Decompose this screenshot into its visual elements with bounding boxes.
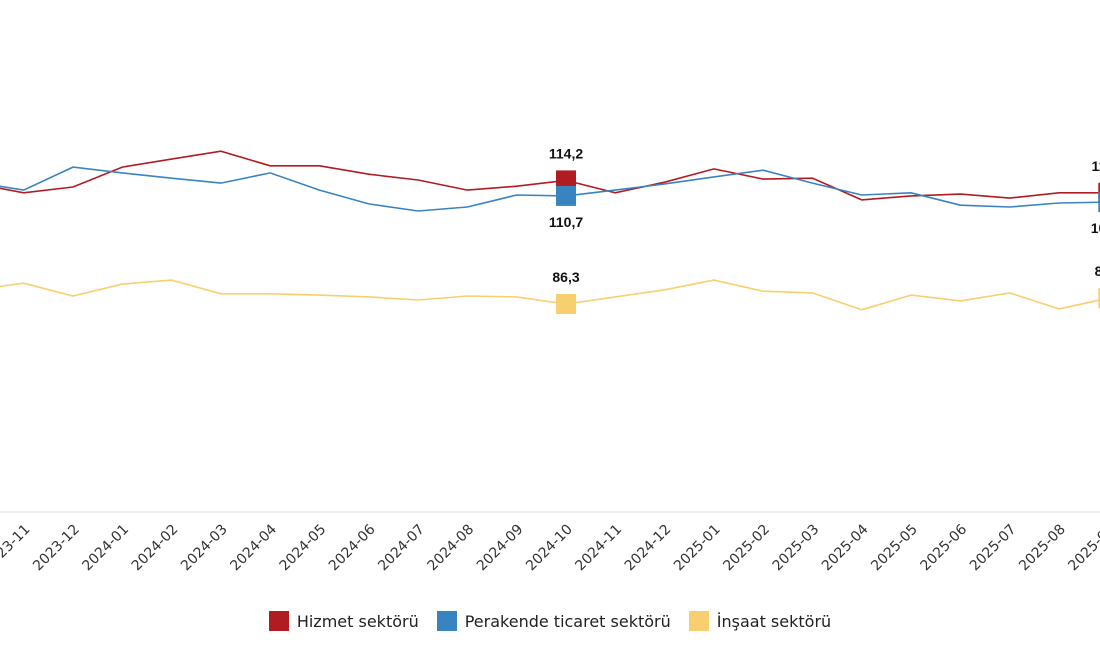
x-tick-label: 2023-12 <box>30 522 83 575</box>
series-line-1 <box>0 166 1100 212</box>
x-tick-label: 2024-12 <box>622 522 675 575</box>
x-tick-label: 2023-11 <box>0 522 34 575</box>
legend-swatch-hizmet <box>268 611 289 631</box>
x-tick-label: 2024-03 <box>178 522 231 575</box>
data-label: 87,6 <box>1095 263 1100 279</box>
x-tick-label: 2024-04 <box>227 521 280 574</box>
x-tick-label: 2025-09 <box>1065 522 1100 575</box>
x-tick-label: 2025-08 <box>1016 522 1069 575</box>
line-chart: 2023-102023-112023-122024-012024-022024-… <box>0 145 1100 575</box>
x-tick-label: 2024-01 <box>79 522 132 575</box>
series-line-2 <box>0 279 1100 311</box>
x-tick-label: 2024-10 <box>523 522 576 575</box>
highlight-marker <box>556 170 576 191</box>
highlight-marker <box>556 294 576 314</box>
x-tick-label: 2025-02 <box>720 522 773 575</box>
legend-swatch-insaat <box>688 611 709 631</box>
x-tick-label: 2024-11 <box>572 522 625 575</box>
legend-label: Hizmet sektörü <box>296 611 419 631</box>
x-tick-label: 2025-03 <box>770 522 823 575</box>
legend-label: Perakende ticaret sektörü <box>464 611 671 631</box>
x-tick-label: 2024-07 <box>375 522 428 575</box>
x-tick-label: 2024-05 <box>277 522 330 575</box>
x-tick-label: 2025-06 <box>918 521 971 574</box>
x-tick-label: 2025-07 <box>967 522 1020 575</box>
data-label: 86,3 <box>552 269 579 285</box>
x-tick-label: 2025-04 <box>819 521 872 574</box>
highlight-marker <box>1098 288 1100 309</box>
x-tick-label: 2024-02 <box>129 522 182 575</box>
highlight-marker <box>556 185 576 206</box>
data-label: 111,4 <box>1092 158 1100 174</box>
legend-label: İnşaat sektörü <box>716 611 832 631</box>
data-label: 109,3 <box>1091 220 1100 236</box>
data-label: 114,2 <box>549 145 583 161</box>
highlight-marker <box>1098 192 1100 213</box>
legend: Hizmet sektörü Perakende ticaret sektörü… <box>0 611 1100 631</box>
x-tick-label: 2024-06 <box>326 521 379 574</box>
x-tick-label: 2025-05 <box>868 522 921 575</box>
x-tick-label: 2025-01 <box>671 522 724 575</box>
data-label: 110,7 <box>549 214 583 230</box>
legend-item-hizmet[interactable]: Hizmet sektörü <box>268 611 419 631</box>
x-tick-label: 2024-08 <box>425 522 478 575</box>
legend-item-perakende[interactable]: Perakende ticaret sektörü <box>436 611 671 631</box>
legend-swatch-perakende <box>436 611 457 631</box>
x-tick-label: 2024-09 <box>474 522 527 575</box>
legend-item-insaat[interactable]: İnşaat sektörü <box>688 611 832 631</box>
